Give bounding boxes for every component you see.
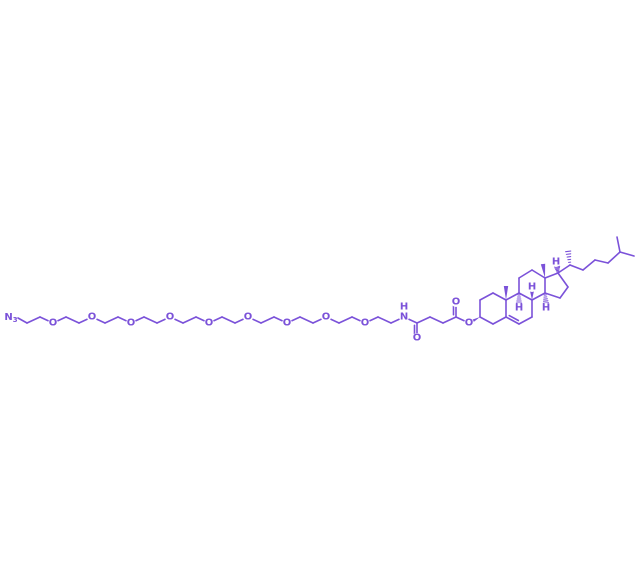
chain-bond xyxy=(182,316,197,324)
c17-hydrogen-hash xyxy=(554,267,561,269)
chain-bond xyxy=(143,316,158,324)
chain-bond xyxy=(104,316,119,324)
ring-bond xyxy=(518,292,533,301)
amide-nitrogen-background xyxy=(399,312,409,322)
ring-bond xyxy=(569,264,584,271)
chain-bond xyxy=(17,317,28,324)
chain-bond xyxy=(377,316,392,324)
bonds xyxy=(17,236,635,339)
c8-hydrogen-background xyxy=(527,282,537,292)
ring-bond xyxy=(505,292,520,301)
ester-carbonyl-oxygen: O xyxy=(452,297,461,308)
chain-bond xyxy=(260,316,275,324)
amide-hydrogen: H xyxy=(400,302,408,313)
c9-hydrogen: H xyxy=(515,303,523,314)
peg-oxygen-4: O xyxy=(166,312,175,323)
chain-bond xyxy=(26,316,41,324)
ring-bond xyxy=(479,316,494,325)
ester-oxygen: O xyxy=(465,318,474,329)
azide-n: N xyxy=(4,312,12,323)
ring-bond xyxy=(544,272,559,279)
ring-bond xyxy=(607,251,621,264)
peg-oxygen-5-background xyxy=(204,318,214,328)
peg-oxygen-8: O xyxy=(322,312,331,323)
chain-bond xyxy=(338,316,353,324)
peg-oxygen-6-background xyxy=(243,312,253,322)
chain-bond xyxy=(442,316,457,324)
chain-bond xyxy=(299,316,314,324)
ring-bond xyxy=(492,316,507,325)
ring-bond xyxy=(582,259,596,271)
ring-bond xyxy=(616,236,621,253)
c8-hydrogen-wedge xyxy=(529,290,535,300)
ring-bond xyxy=(557,264,571,274)
c9-hydrogen-background xyxy=(514,303,524,313)
peg-oxygen-8-background xyxy=(321,312,331,322)
ester-oxygen-background xyxy=(464,318,474,328)
ring-bond xyxy=(594,259,609,264)
peg-oxygen-9: O xyxy=(361,318,370,329)
chain-bond xyxy=(429,316,444,324)
c17-hydrogen: H xyxy=(552,257,560,268)
peg-oxygen-7: O xyxy=(283,318,292,329)
peg-oxygen-4-background xyxy=(165,312,175,322)
peg-oxygen-6: O xyxy=(244,312,253,323)
ring-bond xyxy=(492,292,507,301)
ester-carbonyl-oxygen-background xyxy=(451,297,461,307)
c17-hydrogen-hash xyxy=(555,268,560,270)
amide-hydrogen-background xyxy=(399,302,409,312)
amide-nitrogen: N xyxy=(400,312,408,323)
c21-methyl-hash xyxy=(565,250,572,253)
c21-methyl-hash xyxy=(565,253,572,255)
azide-label: N3 xyxy=(4,312,17,325)
ring-bond xyxy=(531,292,546,301)
peg-oxygen-9-background xyxy=(360,318,370,328)
peg-oxygen-3: O xyxy=(127,318,136,329)
ring-bond xyxy=(531,269,546,279)
peg-oxygen-2-background xyxy=(87,312,97,322)
c17-hydrogen-background xyxy=(551,257,561,267)
amide-carbonyl-oxygen-background xyxy=(412,333,422,343)
peg-oxygen-1: O xyxy=(49,318,58,329)
chain-bond xyxy=(416,316,431,324)
peg-oxygen-1-background xyxy=(48,318,58,328)
ring-bond xyxy=(518,269,533,279)
peg-oxygen-3-background xyxy=(126,318,136,328)
ring-bond xyxy=(559,286,569,299)
chain-bond xyxy=(65,316,80,324)
peg-oxygen-7-background xyxy=(282,318,292,328)
c10-methyl-wedge xyxy=(503,286,509,300)
peg-oxygen-2: O xyxy=(88,312,97,323)
c14-hydrogen: H xyxy=(542,303,550,314)
peg-oxygen-5: O xyxy=(205,318,214,329)
c14-hydrogen-background xyxy=(541,303,551,313)
alkene-double-bond xyxy=(508,314,520,322)
ring-bond xyxy=(544,292,561,299)
ring-bond xyxy=(479,292,494,301)
amide-carbonyl-oxygen: O xyxy=(413,333,422,344)
ring-bond xyxy=(518,316,533,325)
ring-bond xyxy=(557,272,569,288)
alkene-double-bond xyxy=(505,316,520,325)
c13-methyl-wedge xyxy=(540,263,546,278)
c8-hydrogen: H xyxy=(528,282,536,293)
chain-bond xyxy=(221,316,236,324)
ring-bond xyxy=(619,251,635,257)
azide-subscript: 3 xyxy=(13,316,18,324)
